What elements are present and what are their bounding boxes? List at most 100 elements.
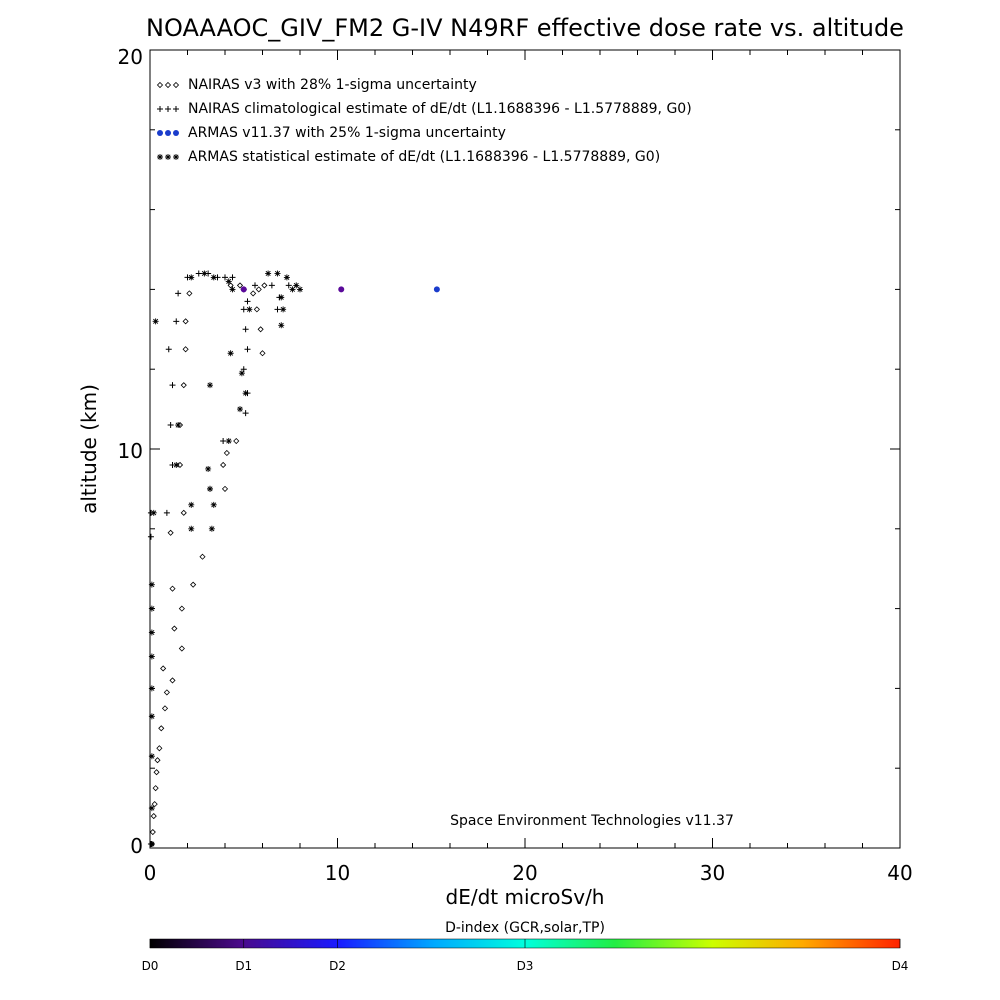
- diamond-point: [199, 553, 206, 560]
- plus-point: [165, 106, 171, 112]
- diamond-point: [164, 81, 172, 89]
- plus-point: [242, 326, 249, 333]
- asterisk-point: [242, 390, 249, 397]
- series-3: [148, 270, 303, 848]
- axis-ticks: [149, 49, 901, 849]
- diamond-point: [156, 745, 163, 752]
- series-0: [148, 282, 268, 848]
- asterisk-point: [238, 370, 245, 377]
- asterisk-point: [293, 282, 300, 289]
- asterisk-point: [207, 485, 213, 492]
- asterisk-point: [278, 322, 285, 329]
- colorbar-title: D-index (GCR,solar,TP): [445, 920, 605, 936]
- plus-point: [175, 290, 182, 297]
- dot-point: [433, 286, 440, 293]
- asterisk-point: [225, 278, 232, 285]
- asterisk-point: [297, 286, 303, 293]
- diamond-point: [152, 785, 159, 792]
- diamond-point: [163, 689, 170, 696]
- dot-point: [240, 286, 247, 293]
- x-axis-label: dE/dt microSv/h: [446, 885, 605, 909]
- legend-label-armas-statistical: ARMAS statistical estimate of dE/dt (L1.…: [188, 149, 660, 165]
- asterisk-point: [148, 713, 155, 720]
- legend-symbol-dot: [157, 130, 179, 136]
- diamond-point: [167, 529, 174, 536]
- plus-point: [173, 318, 180, 325]
- asterisk-point: [274, 270, 281, 277]
- legend-label-armas: ARMAS v11.37 with 25% 1-sigma uncertaint…: [188, 125, 506, 141]
- legend-symbol-diamond: [156, 81, 180, 89]
- diamond-point: [236, 282, 244, 289]
- series-2: [240, 286, 440, 293]
- diamond-point: [233, 437, 240, 445]
- diamond-point: [221, 485, 229, 492]
- asterisk-point: [289, 286, 296, 293]
- asterisk-point: [173, 154, 179, 160]
- plus-point: [268, 282, 275, 289]
- diamond-point: [169, 677, 176, 684]
- asterisk-point: [225, 438, 232, 445]
- diamond-point: [169, 585, 176, 592]
- diamond-point: [255, 286, 262, 293]
- asterisk-point: [210, 274, 217, 281]
- legend-symbol-asterisk: [157, 154, 179, 160]
- diamond-point: [158, 725, 165, 732]
- plus-point: [147, 533, 154, 540]
- diamond-point: [253, 306, 260, 313]
- colorbar-tick-label: D4: [892, 959, 909, 973]
- plus-point: [240, 306, 247, 313]
- plus-point: [244, 298, 251, 305]
- diamond-point: [182, 318, 189, 325]
- diamond-point: [178, 645, 185, 652]
- plus-point: [252, 282, 258, 289]
- asterisk-point: [201, 270, 208, 277]
- diamond-point: [156, 81, 164, 89]
- asterisk-point: [227, 350, 234, 357]
- diamond-point: [154, 757, 161, 764]
- plus-point: [285, 282, 292, 289]
- asterisk-point: [148, 653, 155, 660]
- asterisk-point: [148, 629, 155, 636]
- chart-title: NOAAAOC_GIV_FM2 G-IV N49RF effective dos…: [146, 14, 904, 42]
- colorbar-tick-label: D1: [235, 959, 252, 973]
- data-points: [147, 270, 440, 848]
- diamond-point: [186, 290, 193, 297]
- asterisk-point: [175, 422, 182, 429]
- colorbar-tick-label: D3: [517, 959, 534, 973]
- colorbar-tick-label: D2: [329, 959, 346, 973]
- asterisk-point: [210, 501, 217, 508]
- legend-label-nairas-v3: NAIRAS v3 with 28% 1-sigma uncertainty: [188, 77, 477, 93]
- asterisk-point: [208, 525, 215, 532]
- diamond-point: [172, 81, 180, 89]
- asterisk-point: [188, 525, 195, 532]
- dot-point: [338, 286, 345, 293]
- asterisk-point: [280, 306, 287, 313]
- credit-annotation: Space Environment Technologies v11.37: [450, 813, 734, 829]
- asterisk-point: [188, 274, 195, 281]
- asterisk-point: [148, 605, 155, 612]
- diamond-point: [261, 282, 268, 289]
- dot-point: [165, 130, 171, 136]
- x-tick-label-20: 20: [512, 861, 537, 885]
- plus-point: [167, 422, 174, 429]
- plus-point: [244, 346, 251, 353]
- diamond-point: [180, 382, 187, 389]
- diamond-point: [257, 326, 264, 333]
- diamond-point: [160, 665, 167, 672]
- diamond-point: [250, 290, 257, 297]
- x-tick-label-30: 30: [700, 861, 725, 885]
- series-1: [147, 270, 292, 848]
- asterisk-point: [148, 841, 155, 848]
- diamond-point: [176, 461, 184, 469]
- asterisk-point: [148, 805, 155, 812]
- y-tick-label-20: 20: [118, 45, 143, 69]
- plus-point: [157, 106, 163, 112]
- asterisk-point: [283, 274, 290, 281]
- asterisk-point: [148, 753, 155, 760]
- diamond-point: [153, 769, 160, 776]
- dot-point: [157, 130, 163, 136]
- plot-frame: [149, 49, 901, 849]
- plus-point: [163, 509, 170, 516]
- diamond-point: [180, 509, 187, 516]
- asterisk-point: [148, 685, 155, 692]
